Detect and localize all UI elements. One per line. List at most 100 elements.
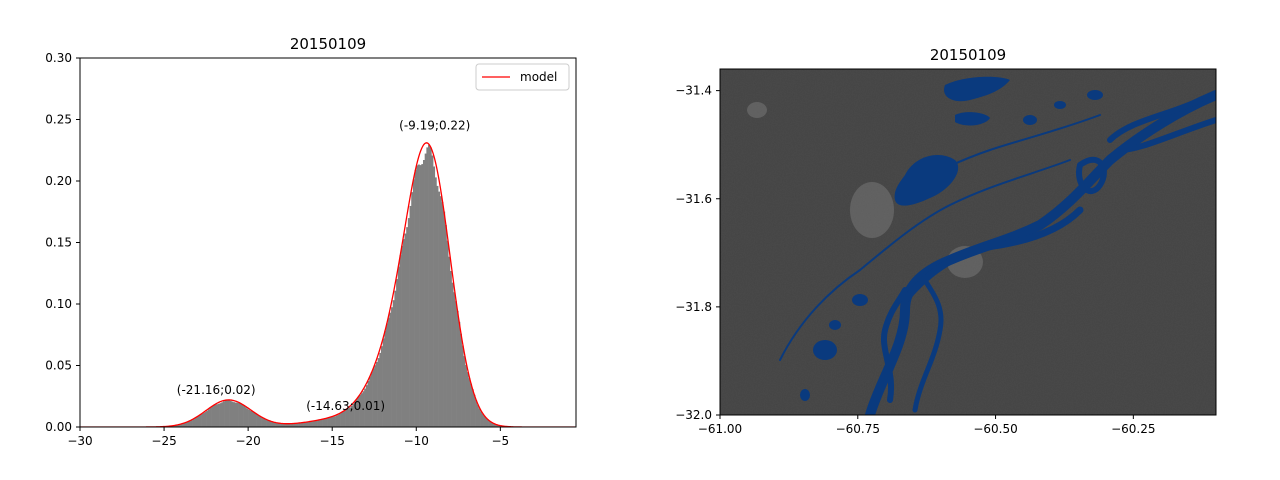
histogram-bar [266,420,269,427]
histogram-bar [428,144,431,427]
x-tick-label: −15 [320,434,345,448]
histogram-bar [281,423,284,427]
histogram-bar [246,408,249,427]
histogram-bar [365,385,368,427]
x-tick-label: −10 [404,434,429,448]
histogram-bar [426,147,429,427]
histogram-bar [217,403,220,427]
y-tick-label: 0.10 [45,297,72,311]
histogram-bar [280,423,283,427]
histogram-bar [264,419,267,427]
histogram-bar [495,424,498,427]
lake [829,320,841,330]
y-tick-label: −32.0 [675,408,712,422]
x-tick-label: −60.25 [1111,422,1155,436]
histogram-bar [214,404,217,427]
histogram-bar [490,422,493,427]
histogram-x-axis: −30 −25 −20 −15 −10 −5 [67,427,509,448]
histogram-bar [194,418,197,427]
histogram-bar [333,416,336,427]
y-tick-label: 0.15 [45,236,72,250]
histogram-bar [375,361,378,427]
histogram-bar [185,422,188,427]
histogram-bar [439,196,442,427]
histogram-bar [498,425,501,427]
histogram-bar [211,406,214,427]
histogram-annotations: (-21.16;0.02) (-14.63;0.01) (-9.19;0.22) [177,118,471,412]
histogram-bar [481,413,484,427]
histogram-bar [399,255,402,427]
histogram-bar [386,323,388,427]
histogram-bar [291,423,294,427]
map-axes-frame [719,68,1217,416]
histogram-bar [249,410,252,427]
histogram-bar [488,420,491,427]
histogram-bar [234,402,237,427]
histogram-bar [480,411,483,427]
histogram-bar [320,419,323,427]
map-panel: 20150109 [675,46,1217,436]
histogram-bar [251,411,254,427]
histogram-bar [468,378,471,427]
histogram-bar [394,290,397,427]
histogram-bar [298,422,301,427]
histogram-bar [293,423,296,427]
histogram-bar [306,422,309,427]
histogram-bar [434,177,437,427]
histogram-bar [174,425,177,427]
x-tick-label: −60.50 [973,422,1017,436]
histogram-bar [463,356,466,427]
histogram-bar [407,218,410,427]
histogram-bar [374,365,377,427]
city-patch [747,102,767,118]
histogram-panel: 20150109 −30 −25 −20 −15 −10 −5 0.000.050.100… [45,35,577,448]
histogram-bar [491,423,494,427]
histogram-bar [340,412,343,427]
histogram-bar [207,409,210,427]
y-tick-label: 0.30 [45,51,72,65]
histogram-bar [318,420,321,427]
y-tick-label: −31.6 [675,192,712,206]
histogram-bar [496,425,499,427]
histogram-bar [177,424,180,427]
histogram-bar [342,411,345,427]
histogram-bar [458,321,461,427]
histogram-bars [106,144,557,427]
histogram-bar [389,312,392,427]
y-tick-label: 0.05 [45,359,72,373]
legend-label-model: model [520,70,557,84]
river-branch [901,206,1084,304]
histogram-bar [268,420,271,427]
histogram-bar [347,408,350,427]
histogram-bar [332,416,335,427]
histogram-bar [471,389,474,427]
histogram-bar [216,404,219,427]
histogram-bar [199,414,202,427]
peak-annotation: (-9.19;0.22) [399,118,470,132]
histogram-bar [288,423,291,427]
histogram-bar [364,388,367,427]
histogram-bar [470,383,473,427]
histogram-bar [187,421,190,427]
histogram-bar [204,412,207,427]
histogram-bar [345,409,348,427]
histogram-bar [313,420,316,427]
histogram-bar [335,415,338,427]
lake [1054,101,1066,109]
histogram-bar [175,425,178,427]
histogram-bar [258,415,261,427]
histogram-bar [305,422,308,427]
histogram-bar [370,372,373,427]
histogram-bar [283,423,286,427]
histogram-bar [180,423,183,427]
histogram-bar [254,413,257,427]
histogram-bar [327,417,330,427]
histogram-bar [276,423,279,427]
histogram-bar [476,404,479,427]
histogram-bar [352,403,355,427]
histogram-bar [377,358,380,427]
histogram-bar [429,147,432,427]
histogram-bar [219,403,222,427]
histogram-bar [285,423,288,427]
y-tick-label: 0.20 [45,174,72,188]
